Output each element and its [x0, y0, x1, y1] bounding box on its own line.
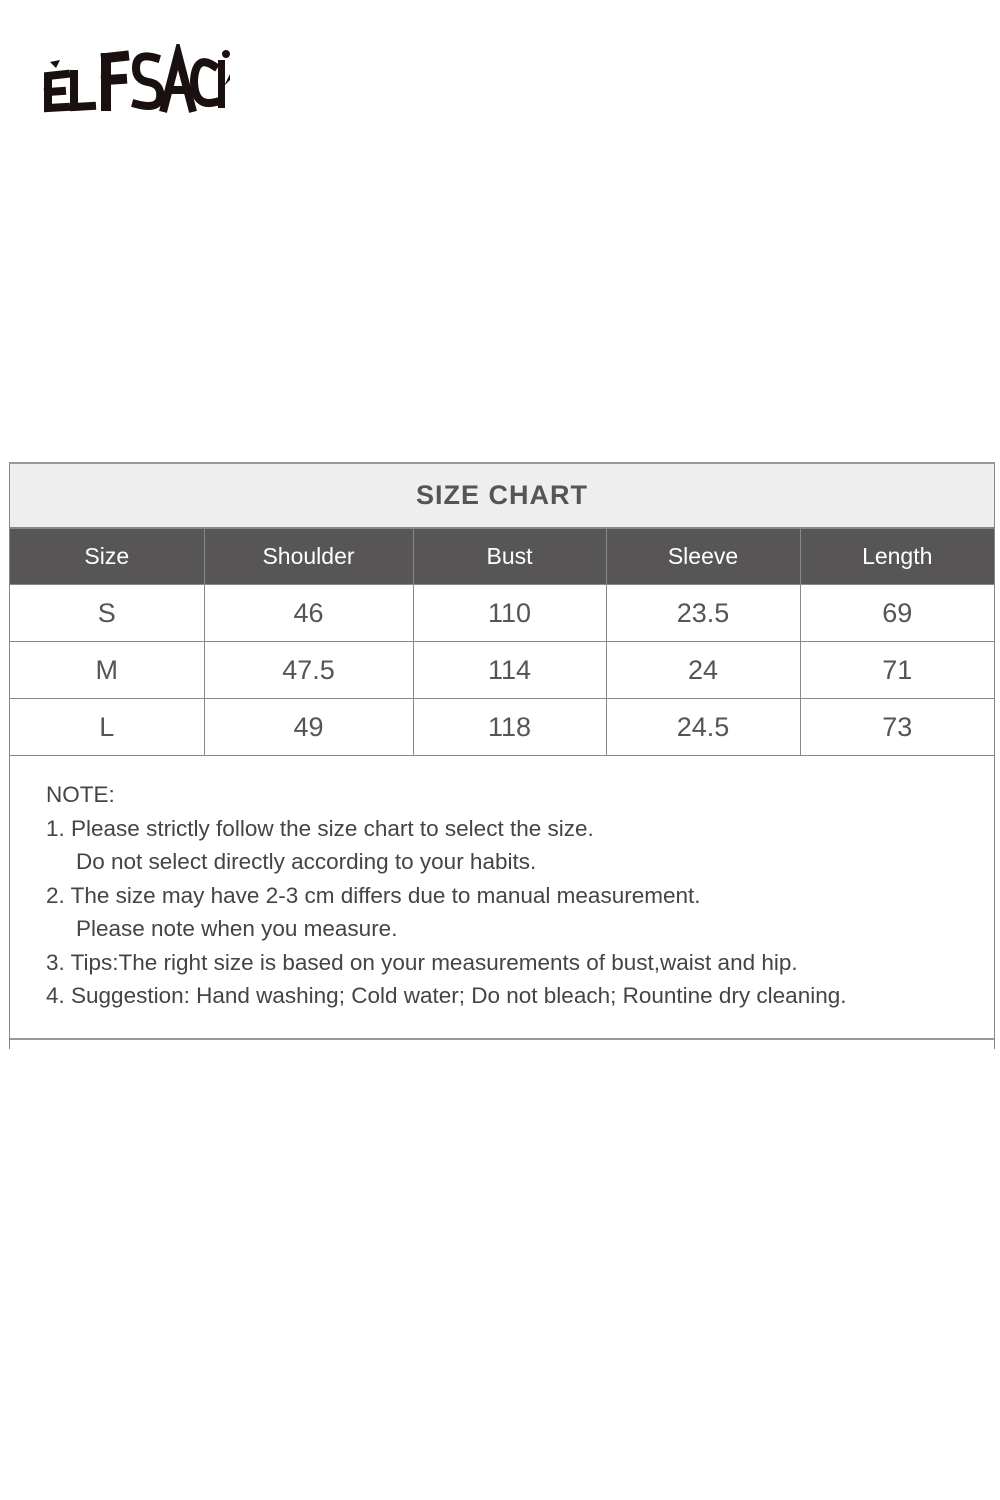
- brand-logo: [40, 44, 230, 114]
- table-cell: S: [10, 584, 205, 642]
- table-cell: 114: [412, 641, 607, 699]
- column-header-bust: Bust: [412, 528, 607, 585]
- elfsack-logo-icon: [43, 44, 230, 113]
- table-cell: 23.5: [605, 584, 801, 642]
- table-header-row: Size Shoulder Bust Sleeve Length: [10, 528, 994, 585]
- note-line: Please note when you measure.: [76, 916, 398, 941]
- note-line: 1. Please strictly follow the size chart…: [46, 815, 594, 841]
- bottom-divider: [10, 1038, 994, 1040]
- table-cell: 46: [203, 584, 414, 642]
- table-cell: 69: [799, 584, 994, 642]
- column-header-shoulder: Shoulder: [203, 528, 414, 585]
- column-header-size: Size: [10, 528, 205, 585]
- table-row: L 49 118 24.5 73: [10, 698, 994, 756]
- notes-section: NOTE: 1. Please strictly follow the size…: [10, 756, 994, 1013]
- note-line: 4. Suggestion: Hand washing; Cold water;…: [46, 983, 847, 1008]
- table-cell: 47.5: [203, 641, 414, 699]
- size-table: Size Shoulder Bust Sleeve Length S 46 11…: [10, 528, 994, 756]
- table-row: M 47.5 114 24 71: [10, 641, 994, 699]
- table-cell: L: [10, 698, 205, 756]
- table-cell: 118: [412, 698, 607, 756]
- table-cell: 110: [412, 584, 607, 642]
- size-chart: SIZE CHART Size Shoulder Bust Sleeve Len…: [9, 462, 995, 1049]
- note-line: Do not select directly according to your…: [76, 849, 537, 874]
- table-row: S 46 110 23.5 69: [10, 584, 994, 642]
- column-header-sleeve: Sleeve: [605, 528, 801, 585]
- size-chart-title: SIZE CHART: [10, 464, 994, 528]
- table-cell: 24.5: [605, 698, 801, 756]
- notes-heading: NOTE:: [46, 782, 115, 807]
- table-cell: M: [10, 641, 205, 699]
- table-cell: 71: [799, 641, 994, 699]
- note-line: 3. Tips:The right size is based on your …: [46, 949, 798, 975]
- note-line: 2. The size may have 2-3 cm differs due …: [46, 882, 701, 908]
- table-cell: 24: [605, 641, 801, 699]
- table-cell: 49: [203, 698, 414, 756]
- column-header-length: Length: [799, 528, 994, 585]
- table-cell: 73: [799, 698, 994, 756]
